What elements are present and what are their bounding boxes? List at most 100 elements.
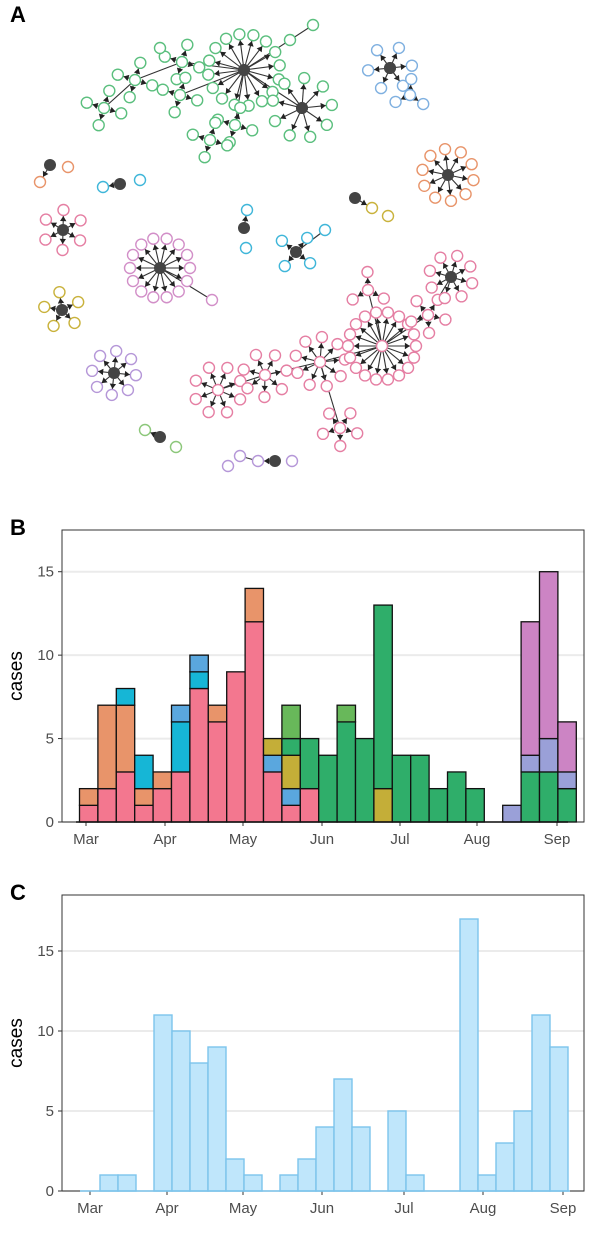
network-arrowhead: [252, 379, 259, 385]
chart-b-bar-segment: [189, 687, 209, 823]
chart-c-x-tick-label: Sep: [550, 1200, 577, 1217]
chart-c-x-tick-label: Jun: [310, 1200, 334, 1217]
network-node: [306, 18, 320, 32]
network-node: [249, 348, 263, 362]
network-arrowhead: [268, 63, 274, 70]
chart-b-x-tick-label: Jul: [390, 831, 409, 848]
chart-b-bar-segment: [170, 721, 191, 773]
network-node: [192, 61, 206, 74]
network-node: [410, 294, 423, 308]
network-node: [39, 233, 52, 246]
network-node: [401, 361, 415, 375]
network-arrowhead: [145, 280, 151, 287]
network-node: [175, 55, 189, 69]
network-nodes: [33, 18, 480, 473]
network-arrowhead: [60, 216, 67, 222]
chart-c-bar: [279, 1174, 299, 1192]
network-node: [459, 187, 472, 201]
network-arrowhead: [138, 256, 145, 263]
network-node: [237, 363, 250, 376]
chart-b-bar-segment: [373, 604, 393, 790]
network-arrowhead: [271, 379, 278, 386]
network-arrowhead: [244, 94, 251, 100]
network-node: [349, 317, 363, 331]
network-node: [258, 390, 271, 404]
network-node: [349, 361, 363, 375]
network-arrowhead: [302, 365, 309, 371]
network-node: [209, 41, 222, 55]
chart-b-bar-segment: [354, 737, 375, 823]
network-edge: [381, 314, 429, 347]
chart-c-y-tick-label: 15: [37, 943, 54, 960]
network-node: [145, 79, 159, 92]
network-arrowhead: [444, 286, 452, 293]
network-arrowhead: [360, 199, 367, 206]
chart-c: 0 5 10 15 cases Mar Apr May Jun Jul Aug Sep: [6, 894, 585, 1217]
network-node: [455, 290, 468, 303]
network-node: [153, 41, 167, 55]
network-node: [179, 71, 192, 85]
network-node: [370, 44, 384, 57]
chart-b-y-axis: 0 5 10 15: [37, 564, 62, 831]
network-arrowhead: [217, 79, 225, 86]
network-node: [275, 234, 289, 248]
network-node: [289, 349, 302, 362]
chart-b-bars: [78, 571, 577, 823]
chart-b-bar-segment: [520, 754, 541, 773]
network-node: [278, 77, 291, 90]
chart-b-bar-segment: [97, 704, 117, 790]
network-node: [278, 259, 292, 273]
network-node: [221, 361, 234, 375]
network-arrowhead: [404, 342, 410, 350]
network-arrowhead: [201, 382, 208, 388]
network-arrowhead: [140, 78, 147, 86]
chart-c-bar: [549, 1046, 569, 1192]
chart-b-bar-segment: [299, 737, 320, 790]
chart-b-bar-segment: [262, 754, 283, 773]
chart-c-bar: [297, 1158, 317, 1192]
network-arrowhead: [214, 70, 220, 77]
network-node: [251, 454, 265, 468]
network-node: [369, 306, 383, 319]
network-node: [318, 223, 332, 237]
network-node: [198, 150, 211, 164]
network-node: [392, 310, 406, 323]
network-node: [109, 344, 123, 358]
network-arrowhead: [237, 40, 244, 46]
network-arrowhead: [434, 160, 441, 167]
network-arrowhead: [51, 222, 58, 229]
chart-b-x-tick-label: Aug: [464, 831, 491, 848]
network-node: [202, 68, 215, 81]
network-arrowhead: [50, 231, 57, 238]
panel-b-letter: B: [10, 515, 26, 540]
network-node: [203, 133, 217, 147]
network-arrowhead: [261, 82, 268, 89]
chart-b-y-tick-label: 10: [37, 647, 54, 664]
chart-c-x-tick-label: Mar: [77, 1200, 103, 1217]
chart-b-bar-segment: [281, 787, 301, 806]
chart-b-bar-segment: [244, 587, 265, 623]
network-node: [454, 146, 467, 159]
network-node: [160, 232, 173, 245]
network-arrowhead: [161, 244, 168, 251]
network-hub: [57, 224, 69, 236]
network-hub: [384, 62, 396, 74]
network-node: [299, 335, 312, 348]
chart-b-bar-segment: [207, 704, 228, 723]
network-node: [259, 35, 273, 48]
network-node: [268, 349, 282, 362]
chart-b-bar-segment: [134, 804, 154, 823]
network-arrowhead: [442, 262, 449, 269]
network-node: [392, 41, 406, 55]
chart-c-y-tick-label: 0: [46, 1183, 54, 1200]
network-node: [245, 124, 259, 137]
chart-c-x-tick-label: Aug: [470, 1200, 497, 1217]
network-node: [47, 319, 60, 333]
network-arrowhead: [118, 379, 125, 386]
chart-b-bar-segment: [281, 754, 301, 790]
network-node: [228, 118, 242, 132]
network-node: [325, 98, 339, 112]
network-node: [285, 454, 299, 468]
network-node: [183, 261, 197, 275]
network-arrowhead: [436, 279, 443, 286]
